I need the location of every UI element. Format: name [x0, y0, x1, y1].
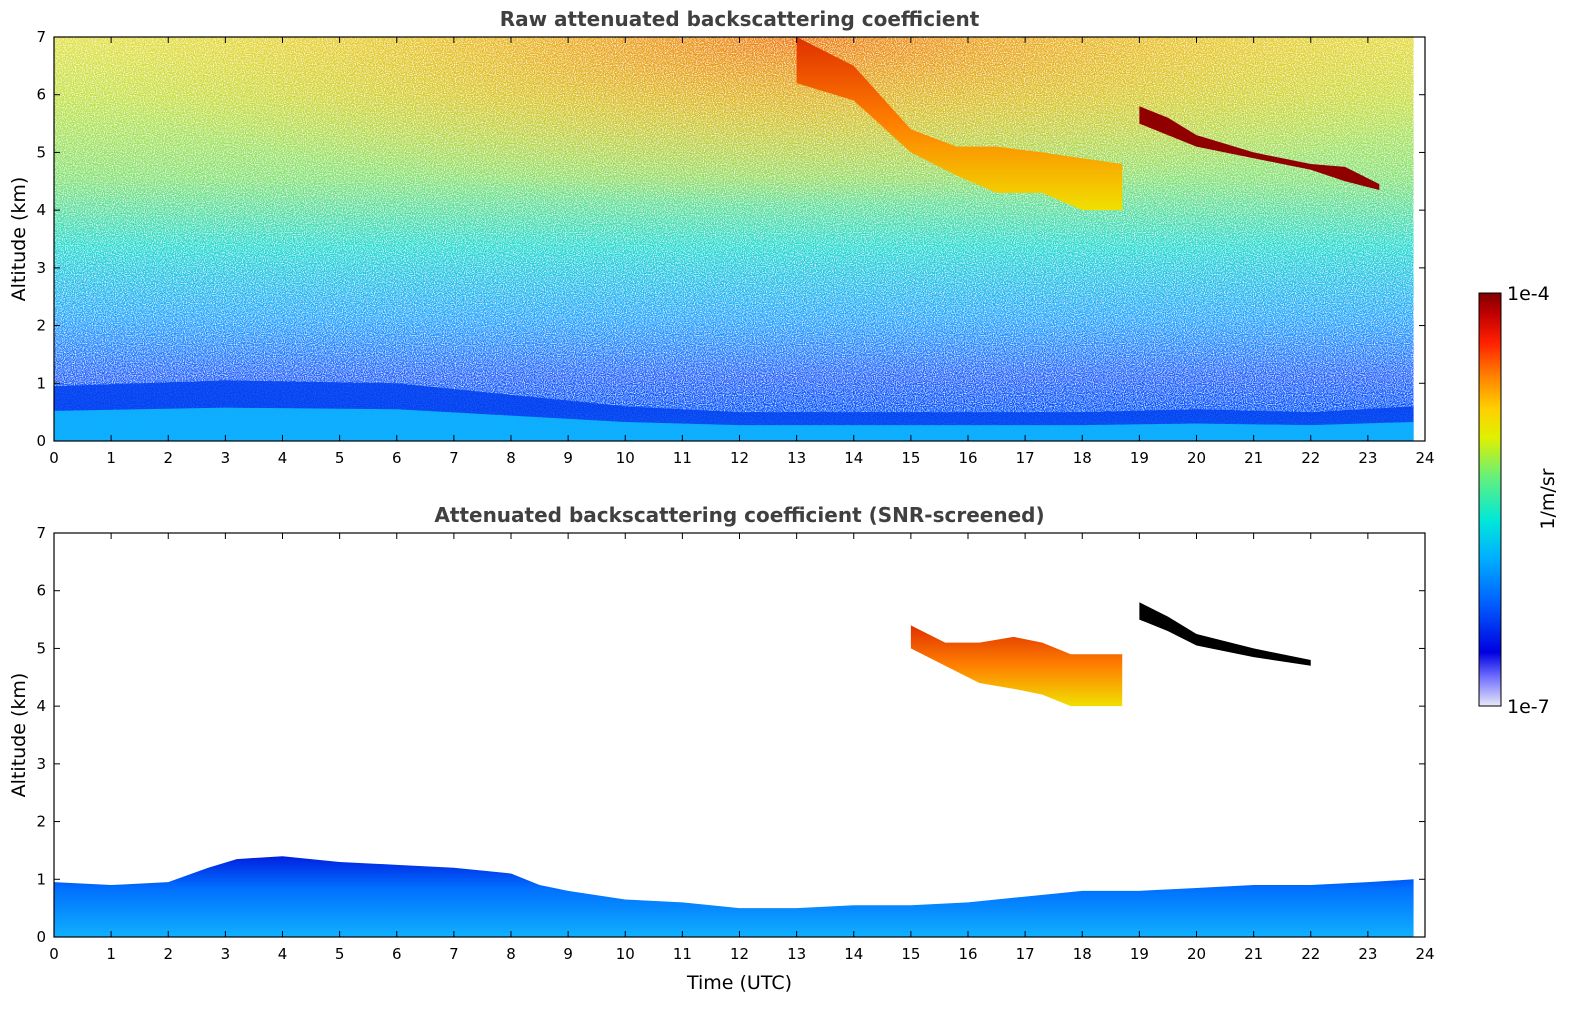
boundary-layer-core: [54, 407, 1414, 441]
y-tick-label: 4: [36, 697, 46, 715]
x-tick-label: 2: [163, 449, 173, 467]
x-tick-label: 20: [1187, 449, 1206, 467]
x-tick-label: 6: [392, 449, 402, 467]
x-tick-label: 3: [221, 945, 231, 963]
x-tick-label: 21: [1244, 945, 1263, 963]
x-tick-label: 7: [449, 945, 459, 963]
y-axis-label-2: Altitude (km): [8, 673, 30, 798]
x-tick-label: 10: [616, 449, 635, 467]
y-tick-label: 6: [36, 86, 46, 104]
x-tick-label: 2: [163, 945, 173, 963]
x-tick-label: 13: [787, 945, 806, 963]
x-tick-label: 19: [1130, 945, 1149, 963]
x-tick-label: 12: [730, 945, 749, 963]
x-tick-label: 15: [901, 945, 920, 963]
x-tick-label: 12: [730, 449, 749, 467]
x-tick-label: 22: [1301, 945, 1320, 963]
x-tick-label: 15: [901, 449, 920, 467]
colorbar-unit-label: 1/m/sr: [1537, 468, 1559, 529]
y-axis-label-1: Altitude (km): [8, 177, 30, 302]
x-tick-label: 14: [844, 945, 863, 963]
boundary-layer-2: [54, 856, 1414, 937]
x-tick-label: 1: [106, 945, 116, 963]
x-tick-label: 8: [506, 449, 516, 467]
cloud-layer-1: [910, 625, 1123, 707]
x-tick-label: 18: [1073, 449, 1092, 467]
x-tick-label: 16: [958, 449, 977, 467]
x-tick-label: 6: [392, 945, 402, 963]
y-tick-label: 3: [36, 259, 46, 277]
colorbar-min-label: 1e-7: [1507, 696, 1550, 718]
x-axis-label: Time (UTC): [686, 972, 792, 994]
x-tick-label: 10: [616, 945, 635, 963]
y-tick-label: 1: [36, 870, 46, 888]
x-tick-label: 3: [221, 449, 231, 467]
y-tick-label: 4: [36, 201, 46, 219]
cloud-layer-1: [796, 37, 1123, 211]
x-tick-label: 7: [449, 449, 459, 467]
plot-area-2: [54, 602, 1414, 937]
x-tick-label: 16: [958, 945, 977, 963]
x-tick-label: 24: [1415, 945, 1434, 963]
x-tick-label: 17: [1016, 449, 1035, 467]
x-tick-label: 18: [1073, 945, 1092, 963]
x-tick-label: 20: [1187, 945, 1206, 963]
y-tick-label: 7: [36, 28, 46, 46]
y-tick-label: 6: [36, 582, 46, 600]
y-tick-label: 0: [36, 432, 46, 450]
colorbar-max-label: 1e-4: [1507, 283, 1550, 305]
x-tick-label: 13: [787, 449, 806, 467]
x-tick-label: 23: [1358, 449, 1377, 467]
x-tick-label: 9: [563, 449, 573, 467]
y-tick-label: 5: [36, 143, 46, 161]
y-tick-label: 3: [36, 755, 46, 773]
x-tick-label: 5: [335, 945, 345, 963]
x-tick-label: 11: [673, 945, 692, 963]
colorbar: 1e-4 1e-7 1/m/sr: [1478, 283, 1559, 718]
raw-noise: [54, 37, 1414, 441]
plot-area-1: [54, 37, 1414, 441]
x-tick-label: 8: [506, 945, 516, 963]
x-tick-label: 14: [844, 449, 863, 467]
x-tick-label: 0: [49, 945, 59, 963]
x-tick-label: 11: [673, 449, 692, 467]
x-tick-label: 22: [1301, 449, 1320, 467]
x-tick-label: 4: [278, 945, 288, 963]
x-tick-label: 24: [1415, 449, 1434, 467]
x-tick-label: 23: [1358, 945, 1377, 963]
x-tick-label: 4: [278, 449, 288, 467]
panel-2: 0 1 2 3 4 5 6 7 8 9 10 11 12 13 14 15 16 17 18 19 20 21 22 23 24…: [8, 503, 1435, 994]
y-tick-label: 1: [36, 374, 46, 392]
x-tick-label: 9: [563, 945, 573, 963]
y-tick-label: 0: [36, 928, 46, 946]
x-tick-label: 17: [1016, 945, 1035, 963]
panel-title-1: Raw attenuated backscattering coefficien…: [500, 7, 980, 31]
y-tick-label: 2: [36, 317, 46, 335]
y-tick-label: 5: [36, 639, 46, 657]
colorbar-gradient: [1478, 292, 1502, 707]
cloud-layer-2: [1139, 106, 1380, 190]
x-tick-label: 5: [335, 449, 345, 467]
panel-title-2: Attenuated backscattering coefficient (S…: [434, 503, 1044, 527]
x-tick-label: 0: [49, 449, 59, 467]
x-tick-label: 1: [106, 449, 116, 467]
x-tick-label: 21: [1244, 449, 1263, 467]
cloud-layer-2: [1139, 602, 1311, 666]
x-tick-label: 19: [1130, 449, 1149, 467]
panel-1: 0 1 2 3 4 5 6 7 8 9 10 11 12 13 14 15 16 17 18 19 20 21 22 23 24…: [8, 7, 1435, 467]
y-tick-label: 2: [36, 813, 46, 831]
y-tick-label: 7: [36, 524, 46, 542]
